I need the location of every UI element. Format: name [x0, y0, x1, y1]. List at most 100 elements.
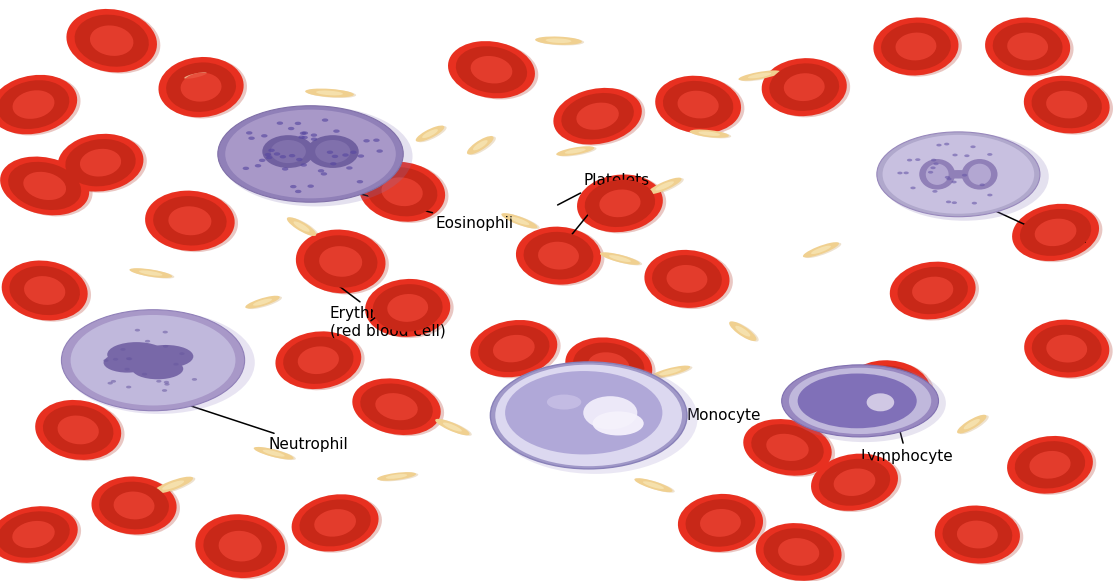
Ellipse shape — [505, 371, 662, 454]
Ellipse shape — [246, 131, 252, 135]
Ellipse shape — [502, 213, 537, 228]
Ellipse shape — [1034, 218, 1077, 246]
Ellipse shape — [416, 125, 445, 142]
Ellipse shape — [1031, 81, 1102, 128]
Ellipse shape — [960, 415, 989, 434]
Ellipse shape — [229, 129, 314, 187]
Ellipse shape — [295, 190, 302, 193]
Ellipse shape — [195, 514, 285, 578]
Ellipse shape — [233, 133, 303, 181]
Ellipse shape — [279, 155, 286, 159]
Ellipse shape — [132, 358, 183, 379]
Ellipse shape — [944, 143, 949, 145]
Ellipse shape — [735, 326, 751, 336]
Ellipse shape — [103, 359, 108, 362]
Ellipse shape — [145, 191, 235, 251]
Ellipse shape — [1008, 436, 1092, 494]
Ellipse shape — [593, 411, 643, 436]
Ellipse shape — [366, 167, 438, 216]
Ellipse shape — [130, 268, 172, 278]
Ellipse shape — [659, 77, 744, 135]
Ellipse shape — [926, 164, 948, 185]
Ellipse shape — [470, 320, 557, 377]
Ellipse shape — [248, 296, 281, 309]
Ellipse shape — [314, 509, 356, 537]
Ellipse shape — [163, 331, 168, 333]
Ellipse shape — [274, 152, 280, 156]
Ellipse shape — [139, 345, 193, 368]
Ellipse shape — [495, 365, 682, 466]
Circle shape — [220, 106, 412, 206]
Ellipse shape — [946, 178, 952, 180]
Ellipse shape — [569, 339, 656, 396]
Ellipse shape — [254, 447, 294, 460]
Text: Basophil: Basophil — [987, 207, 1087, 246]
Ellipse shape — [352, 378, 441, 435]
Ellipse shape — [305, 88, 354, 98]
Ellipse shape — [9, 266, 80, 315]
Ellipse shape — [259, 159, 266, 162]
Ellipse shape — [382, 177, 422, 206]
Ellipse shape — [279, 332, 364, 390]
Ellipse shape — [803, 242, 839, 257]
Ellipse shape — [888, 187, 926, 198]
Ellipse shape — [162, 58, 247, 119]
Ellipse shape — [70, 315, 236, 406]
Ellipse shape — [939, 149, 982, 177]
Ellipse shape — [756, 523, 841, 581]
Ellipse shape — [985, 17, 1070, 76]
Ellipse shape — [1024, 76, 1109, 134]
Ellipse shape — [300, 163, 307, 167]
Ellipse shape — [509, 217, 529, 225]
Ellipse shape — [164, 383, 170, 386]
Ellipse shape — [448, 41, 535, 98]
Ellipse shape — [378, 472, 416, 480]
Ellipse shape — [184, 72, 207, 79]
Ellipse shape — [897, 267, 968, 314]
Circle shape — [879, 132, 1049, 221]
Ellipse shape — [770, 63, 839, 111]
Ellipse shape — [295, 496, 382, 553]
Ellipse shape — [467, 136, 494, 155]
Ellipse shape — [556, 89, 646, 146]
Ellipse shape — [558, 147, 596, 156]
Ellipse shape — [662, 81, 734, 128]
Ellipse shape — [581, 175, 666, 234]
Ellipse shape — [762, 58, 847, 116]
Ellipse shape — [698, 131, 720, 136]
Ellipse shape — [1015, 205, 1102, 262]
Ellipse shape — [962, 159, 997, 189]
Ellipse shape — [490, 362, 687, 469]
Ellipse shape — [573, 343, 645, 389]
Ellipse shape — [600, 252, 640, 265]
Ellipse shape — [111, 380, 116, 383]
Ellipse shape — [524, 232, 593, 279]
Ellipse shape — [897, 171, 903, 174]
Ellipse shape — [493, 335, 535, 363]
Ellipse shape — [376, 149, 383, 153]
Ellipse shape — [163, 345, 169, 347]
Ellipse shape — [261, 134, 268, 138]
Ellipse shape — [782, 365, 938, 437]
Ellipse shape — [760, 524, 844, 581]
Ellipse shape — [609, 255, 631, 262]
Ellipse shape — [159, 57, 244, 117]
Ellipse shape — [422, 129, 438, 138]
Ellipse shape — [556, 146, 594, 156]
Ellipse shape — [248, 143, 288, 171]
Ellipse shape — [920, 135, 1008, 192]
Ellipse shape — [890, 261, 975, 320]
Ellipse shape — [957, 415, 986, 433]
Ellipse shape — [363, 163, 448, 223]
Ellipse shape — [388, 294, 428, 322]
Ellipse shape — [436, 419, 469, 435]
Ellipse shape — [133, 362, 153, 370]
Ellipse shape — [113, 358, 118, 361]
Ellipse shape — [289, 154, 295, 157]
Ellipse shape — [469, 137, 496, 155]
Ellipse shape — [153, 196, 227, 246]
Ellipse shape — [373, 284, 442, 332]
Ellipse shape — [58, 415, 98, 444]
Ellipse shape — [299, 132, 306, 135]
Ellipse shape — [350, 150, 356, 154]
